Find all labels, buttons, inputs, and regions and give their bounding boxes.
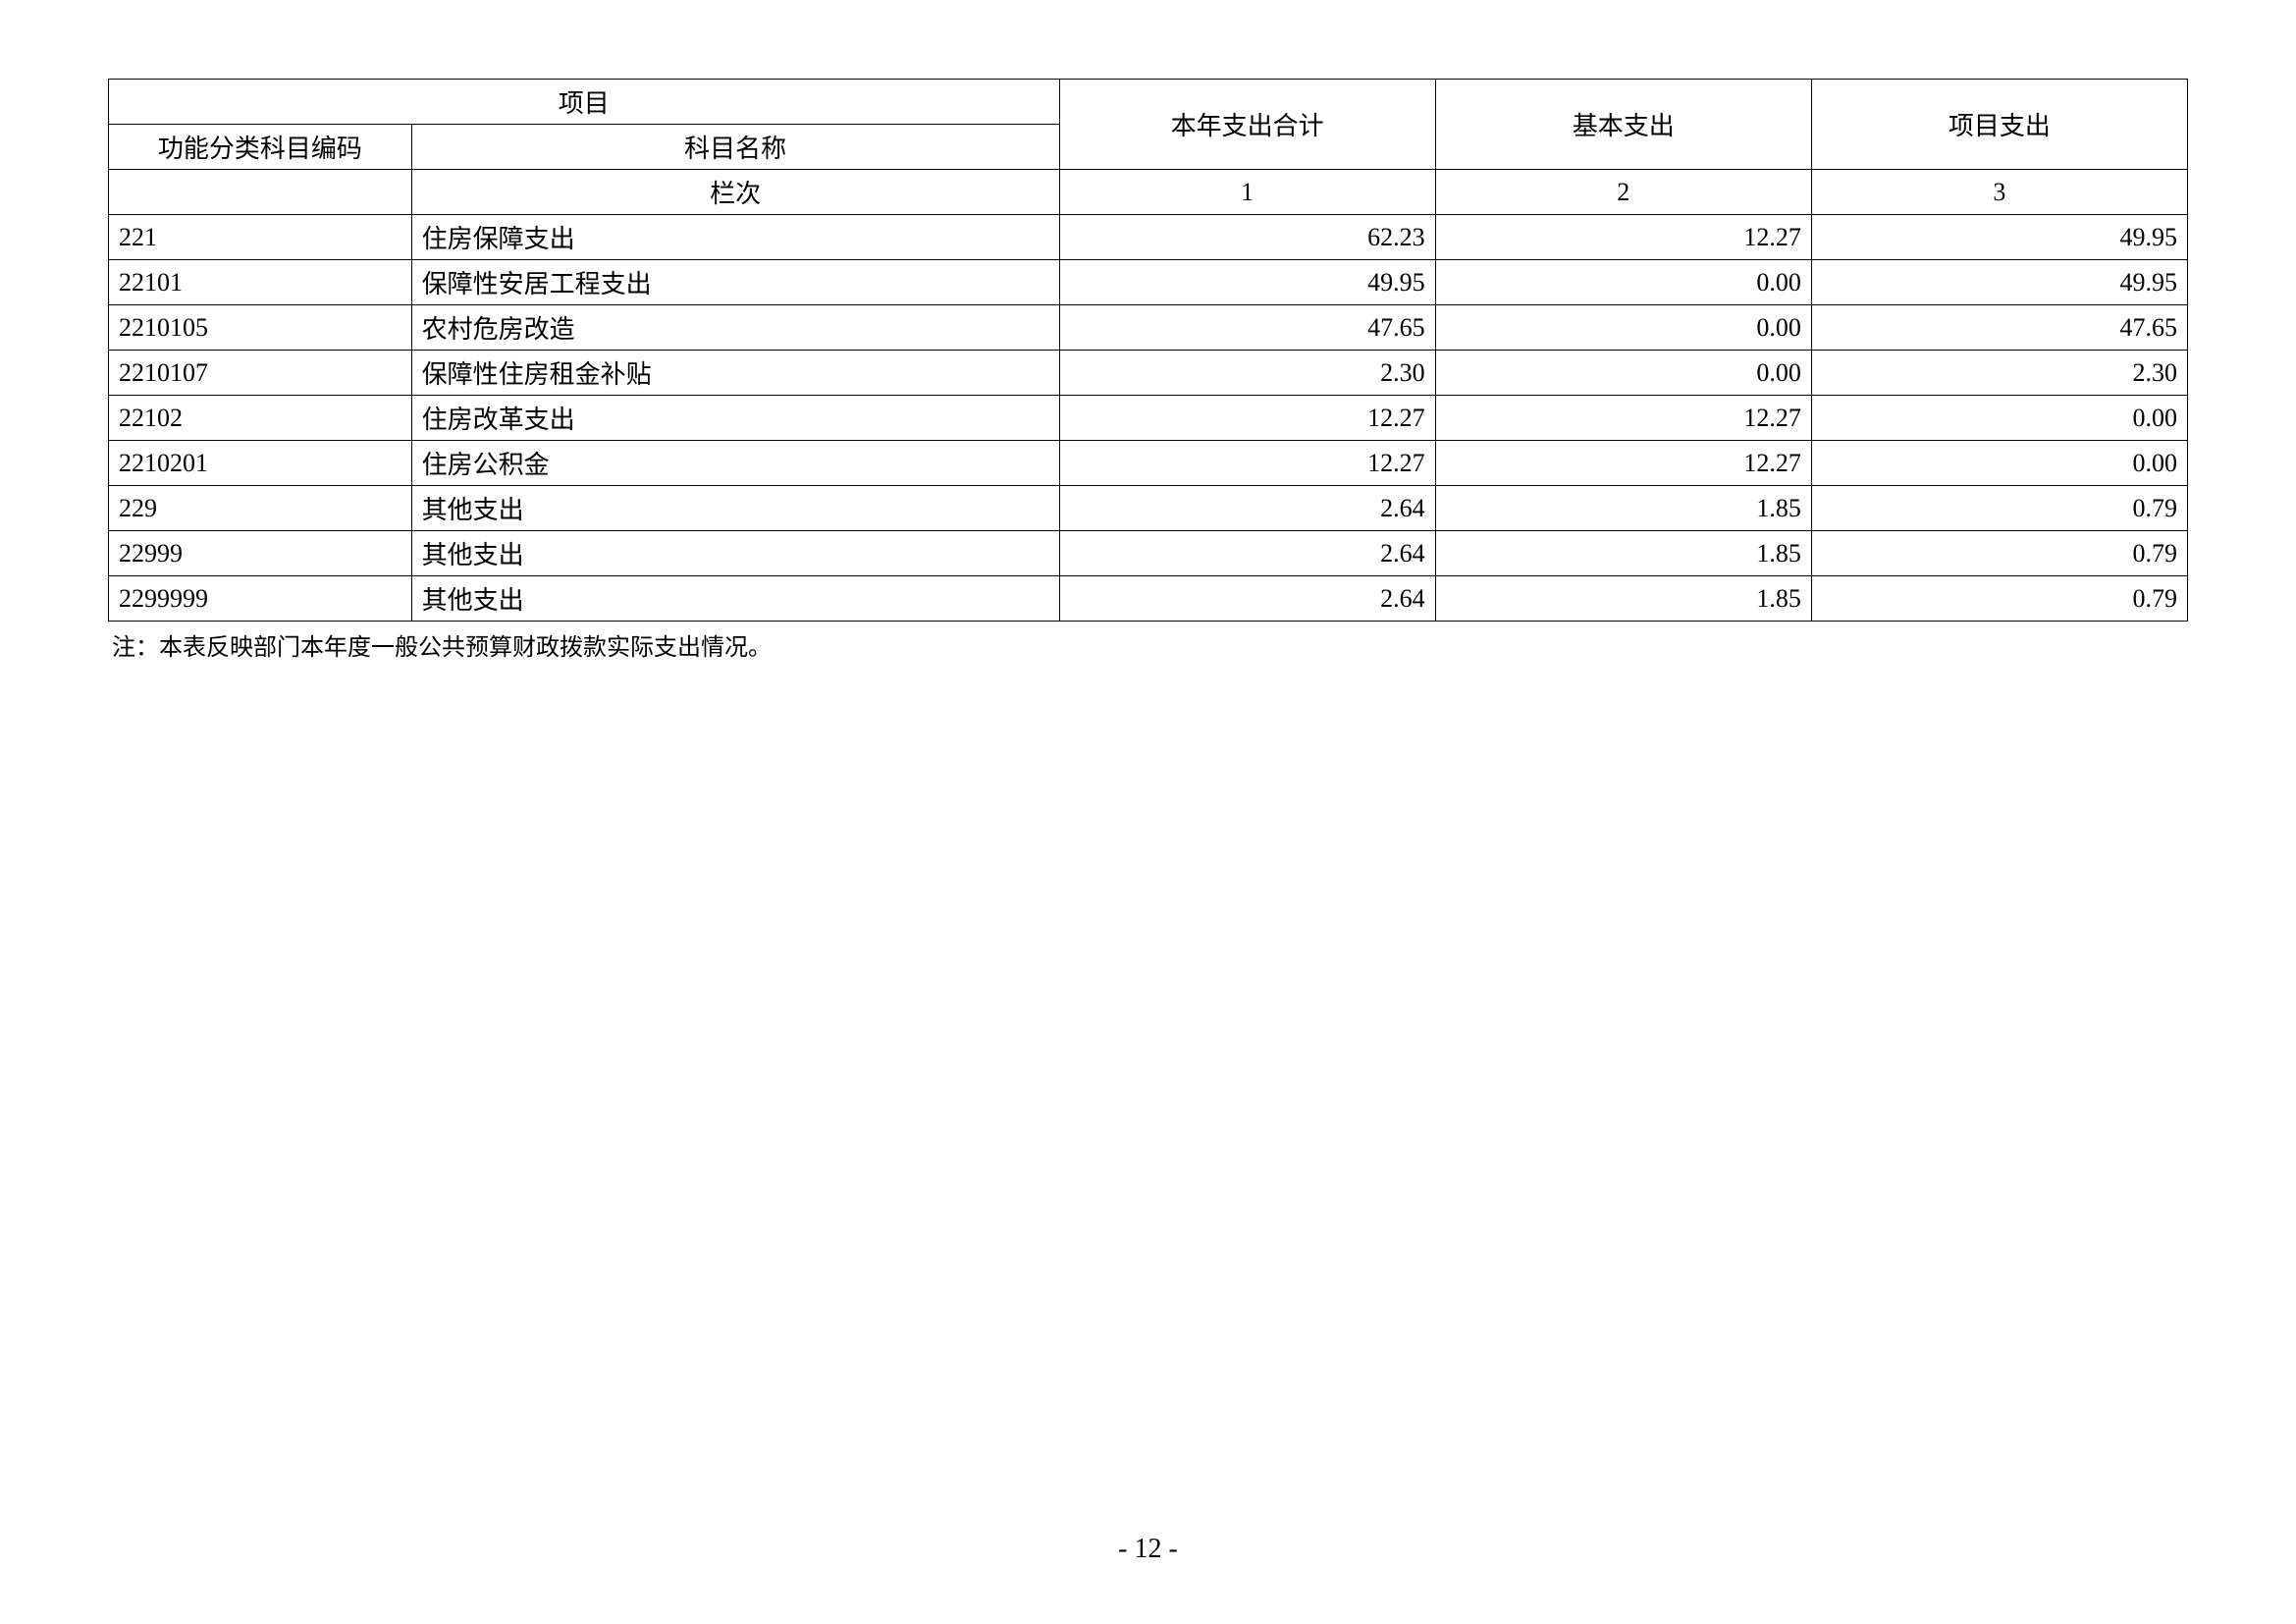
cell-basic: 12.27 — [1435, 396, 1811, 441]
page-container: 项目 本年支出合计 基本支出 项目支出 功能分类科目编码 科目名称 栏次 1 2… — [0, 0, 2296, 662]
cell-code: 22102 — [109, 396, 412, 441]
table-row: 22102住房改革支出12.2712.270.00 — [109, 396, 2188, 441]
cell-project: 0.79 — [1811, 531, 2187, 576]
cell-total: 2.64 — [1059, 486, 1435, 531]
cell-project: 0.79 — [1811, 486, 2187, 531]
cell-name: 住房保障支出 — [411, 215, 1059, 260]
header-col1: 1 — [1059, 170, 1435, 215]
cell-name: 其他支出 — [411, 576, 1059, 622]
cell-project: 2.30 — [1811, 351, 2187, 396]
cell-name: 农村危房改造 — [411, 305, 1059, 351]
cell-basic: 0.00 — [1435, 260, 1811, 305]
header-col2: 2 — [1435, 170, 1811, 215]
cell-project: 49.95 — [1811, 260, 2187, 305]
table-row: 221住房保障支出62.2312.2749.95 — [109, 215, 2188, 260]
budget-table: 项目 本年支出合计 基本支出 项目支出 功能分类科目编码 科目名称 栏次 1 2… — [108, 79, 2188, 622]
cell-basic: 0.00 — [1435, 351, 1811, 396]
cell-total: 62.23 — [1059, 215, 1435, 260]
header-name: 科目名称 — [411, 125, 1059, 170]
header-code: 功能分类科目编码 — [109, 125, 412, 170]
cell-total: 2.30 — [1059, 351, 1435, 396]
cell-basic: 0.00 — [1435, 305, 1811, 351]
footnote: 注：本表反映部门本年度一般公共预算财政拨款实际支出情况。 — [108, 627, 2188, 662]
header-column-label: 栏次 — [411, 170, 1059, 215]
cell-name: 住房改革支出 — [411, 396, 1059, 441]
table-row: 2210105农村危房改造47.650.0047.65 — [109, 305, 2188, 351]
cell-basic: 12.27 — [1435, 441, 1811, 486]
cell-project: 0.00 — [1811, 396, 2187, 441]
table-row: 229其他支出2.641.850.79 — [109, 486, 2188, 531]
header-col3: 3 — [1811, 170, 2187, 215]
cell-code: 22101 — [109, 260, 412, 305]
cell-name: 其他支出 — [411, 531, 1059, 576]
cell-project: 0.00 — [1811, 441, 2187, 486]
cell-code: 229 — [109, 486, 412, 531]
cell-code: 22999 — [109, 531, 412, 576]
header-project-expense: 项目支出 — [1811, 80, 2187, 170]
header-row-3: 栏次 1 2 3 — [109, 170, 2188, 215]
cell-code: 2210107 — [109, 351, 412, 396]
table-row: 22101保障性安居工程支出49.950.0049.95 — [109, 260, 2188, 305]
header-total: 本年支出合计 — [1059, 80, 1435, 170]
cell-name: 其他支出 — [411, 486, 1059, 531]
cell-total: 12.27 — [1059, 441, 1435, 486]
header-empty — [109, 170, 412, 215]
cell-basic: 1.85 — [1435, 486, 1811, 531]
cell-code: 2299999 — [109, 576, 412, 622]
table-row: 22999其他支出2.641.850.79 — [109, 531, 2188, 576]
cell-total: 12.27 — [1059, 396, 1435, 441]
cell-project: 49.95 — [1811, 215, 2187, 260]
cell-name: 保障性住房租金补贴 — [411, 351, 1059, 396]
table-header: 项目 本年支出合计 基本支出 项目支出 功能分类科目编码 科目名称 栏次 1 2… — [109, 80, 2188, 215]
header-row-1: 项目 本年支出合计 基本支出 项目支出 — [109, 80, 2188, 125]
cell-total: 2.64 — [1059, 531, 1435, 576]
table-row: 2210201住房公积金12.2712.270.00 — [109, 441, 2188, 486]
table-row: 2299999其他支出2.641.850.79 — [109, 576, 2188, 622]
header-project: 项目 — [109, 80, 1060, 125]
cell-basic: 1.85 — [1435, 576, 1811, 622]
cell-project: 47.65 — [1811, 305, 2187, 351]
cell-basic: 12.27 — [1435, 215, 1811, 260]
table-row: 2210107保障性住房租金补贴2.300.002.30 — [109, 351, 2188, 396]
cell-total: 2.64 — [1059, 576, 1435, 622]
cell-total: 49.95 — [1059, 260, 1435, 305]
cell-project: 0.79 — [1811, 576, 2187, 622]
table-body: 221住房保障支出62.2312.2749.9522101保障性安居工程支出49… — [109, 215, 2188, 622]
cell-name: 住房公积金 — [411, 441, 1059, 486]
cell-basic: 1.85 — [1435, 531, 1811, 576]
cell-code: 2210105 — [109, 305, 412, 351]
cell-name: 保障性安居工程支出 — [411, 260, 1059, 305]
page-number: - 12 - — [0, 1534, 2296, 1565]
header-basic: 基本支出 — [1435, 80, 1811, 170]
cell-code: 2210201 — [109, 441, 412, 486]
cell-total: 47.65 — [1059, 305, 1435, 351]
cell-code: 221 — [109, 215, 412, 260]
